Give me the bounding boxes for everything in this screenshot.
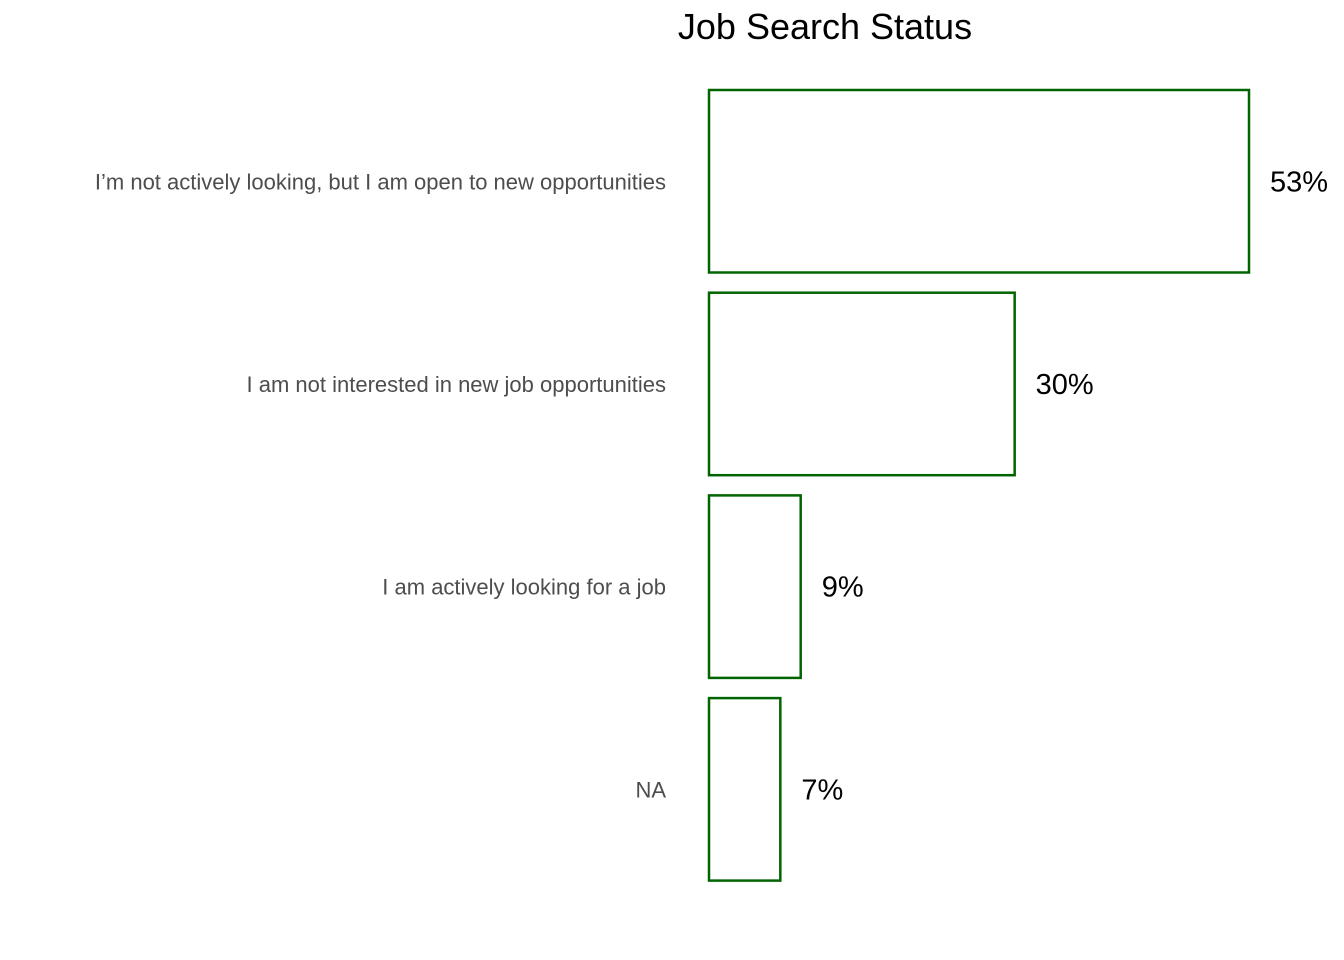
category-label-2: I am actively looking for a job <box>382 575 666 600</box>
value-label-3: 7% <box>801 774 843 806</box>
bars-group <box>707 88 1251 882</box>
bar-0 <box>707 88 1251 274</box>
bar-2 <box>707 494 802 680</box>
value-label-1: 30% <box>1036 369 1094 401</box>
category-label-3: NA <box>635 777 666 802</box>
category-labels-group: I’m not actively looking, but I am open … <box>95 169 666 802</box>
value-label-0: 53% <box>1270 166 1328 198</box>
value-label-2: 9% <box>822 572 864 604</box>
bar-3 <box>707 696 782 882</box>
value-labels-group: 53% 30% 9% 7% <box>801 166 1328 806</box>
category-label-1: I am not interested in new job opportuni… <box>247 372 666 397</box>
category-label-0: I’m not actively looking, but I am open … <box>95 169 666 194</box>
bar-1 <box>707 291 1016 477</box>
chart-title: Job Search Status <box>678 6 972 47</box>
